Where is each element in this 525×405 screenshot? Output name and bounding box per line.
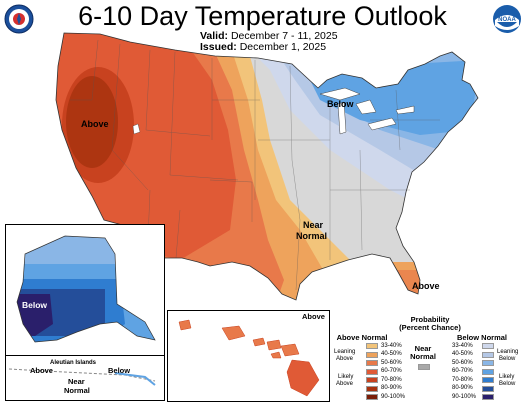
great-lakes (319, 87, 415, 135)
legend-above-swatch (366, 368, 378, 375)
legend-above-range-label: 70-80% (381, 376, 402, 383)
aleutian-inset (5, 355, 165, 401)
legend-below-swatch (482, 360, 494, 366)
label-below-greatlakes: Below (327, 99, 354, 109)
legend-above-header: Above Normal (336, 333, 388, 342)
legend-below-swatch (482, 351, 494, 358)
label-above-florida: Above (412, 281, 440, 291)
legend-title-2: (Percent Chance) (399, 323, 461, 332)
nws-seal-icon (4, 4, 34, 34)
hawaii-big-island (286, 359, 320, 397)
legend-above-range-label: 80-90% (381, 385, 402, 391)
legend-leaning-below-1: Leaning (497, 349, 519, 355)
legend-above-swatch (366, 377, 378, 383)
alaska-inset (5, 224, 165, 379)
legend-likely-below-2: Below (499, 381, 516, 387)
legend-below-range-label: 60-70% (452, 368, 473, 374)
legend-leaning-above-2: Above (336, 356, 354, 362)
legend-below-swatch (482, 385, 494, 392)
legend-near-swatch (418, 364, 430, 370)
great-salt-lake (132, 123, 141, 135)
hawaii-islands (178, 319, 300, 359)
legend-leaning-above-1: Leaning (334, 349, 356, 355)
legend-likely-above-1: Likely (338, 374, 354, 380)
legend-above-range-label: 33-40% (381, 342, 402, 349)
legend-leaning-below-2: Below (499, 356, 516, 362)
label-aleutian: Aleutian Islands (50, 360, 97, 366)
legend-above-range-label: 90-100% (381, 393, 406, 400)
legend-above-range-label: 50-60% (381, 359, 402, 366)
legend-near-header-1: Near (414, 344, 432, 353)
legend-above-swatch (366, 343, 378, 349)
legend-below-swatch (482, 343, 494, 349)
legend-title-1: Probability (410, 315, 450, 324)
valid-line: Valid: December 7 - 11, 2025 (200, 30, 338, 42)
legend-below-range-label: 40-50% (452, 351, 473, 357)
legend-above-swatch (366, 351, 378, 358)
noaa-logo-icon: NOAA (493, 5, 521, 33)
label-near-line2: Normal (296, 231, 328, 241)
label-alaska-near1: Near (68, 377, 85, 386)
issued-value: December 1, 2025 (239, 41, 327, 53)
label-hawaii-above: Above (302, 312, 325, 321)
legend-likely-above-2: Above (336, 381, 354, 387)
valid-value: December 7 - 11, 2025 (230, 30, 338, 42)
legend-below-range-label: 33-40% (452, 342, 473, 349)
label-alaska-below2: Below (108, 366, 131, 375)
valid-label: Valid: (200, 30, 229, 42)
label-alaska-below: Below (22, 300, 48, 310)
legend-above-swatch (366, 385, 378, 392)
legend-below-range-label: 70-80% (452, 376, 473, 383)
legend-below-swatch (482, 394, 494, 400)
page-title: 6-10 Day Temperature Outlook (78, 1, 447, 31)
issued-label: Issued: (200, 41, 237, 53)
legend-above-swatch (366, 394, 378, 400)
legend-below-range-label: 80-90% (452, 385, 473, 391)
legend-likely-below-1: Likely (499, 374, 515, 380)
state-boundaries (70, 39, 440, 291)
legend-below-range-label: 50-60% (452, 359, 473, 366)
label-alaska-above: Above (30, 366, 53, 375)
noaa-logo-text: NOAA (498, 17, 516, 23)
label-near-line1: Near (303, 220, 324, 230)
hawaii-inset (167, 310, 330, 402)
legend-below-swatch (482, 368, 494, 375)
legend-below-header: Below Normal (456, 333, 507, 342)
legend-below-swatch (482, 377, 494, 383)
issued-line: Issued: December 1, 2025 (200, 41, 326, 53)
legend-below-range-label: 90-100% (452, 393, 477, 400)
legend-above-range-label: 60-70% (381, 368, 402, 374)
legend-above-swatch (366, 360, 378, 366)
legend-above-range-label: 40-50% (381, 351, 402, 357)
label-above-west: Above (81, 119, 109, 129)
label-alaska-near2: Normal (64, 386, 90, 395)
legend-near-header-2: Normal (410, 352, 436, 361)
